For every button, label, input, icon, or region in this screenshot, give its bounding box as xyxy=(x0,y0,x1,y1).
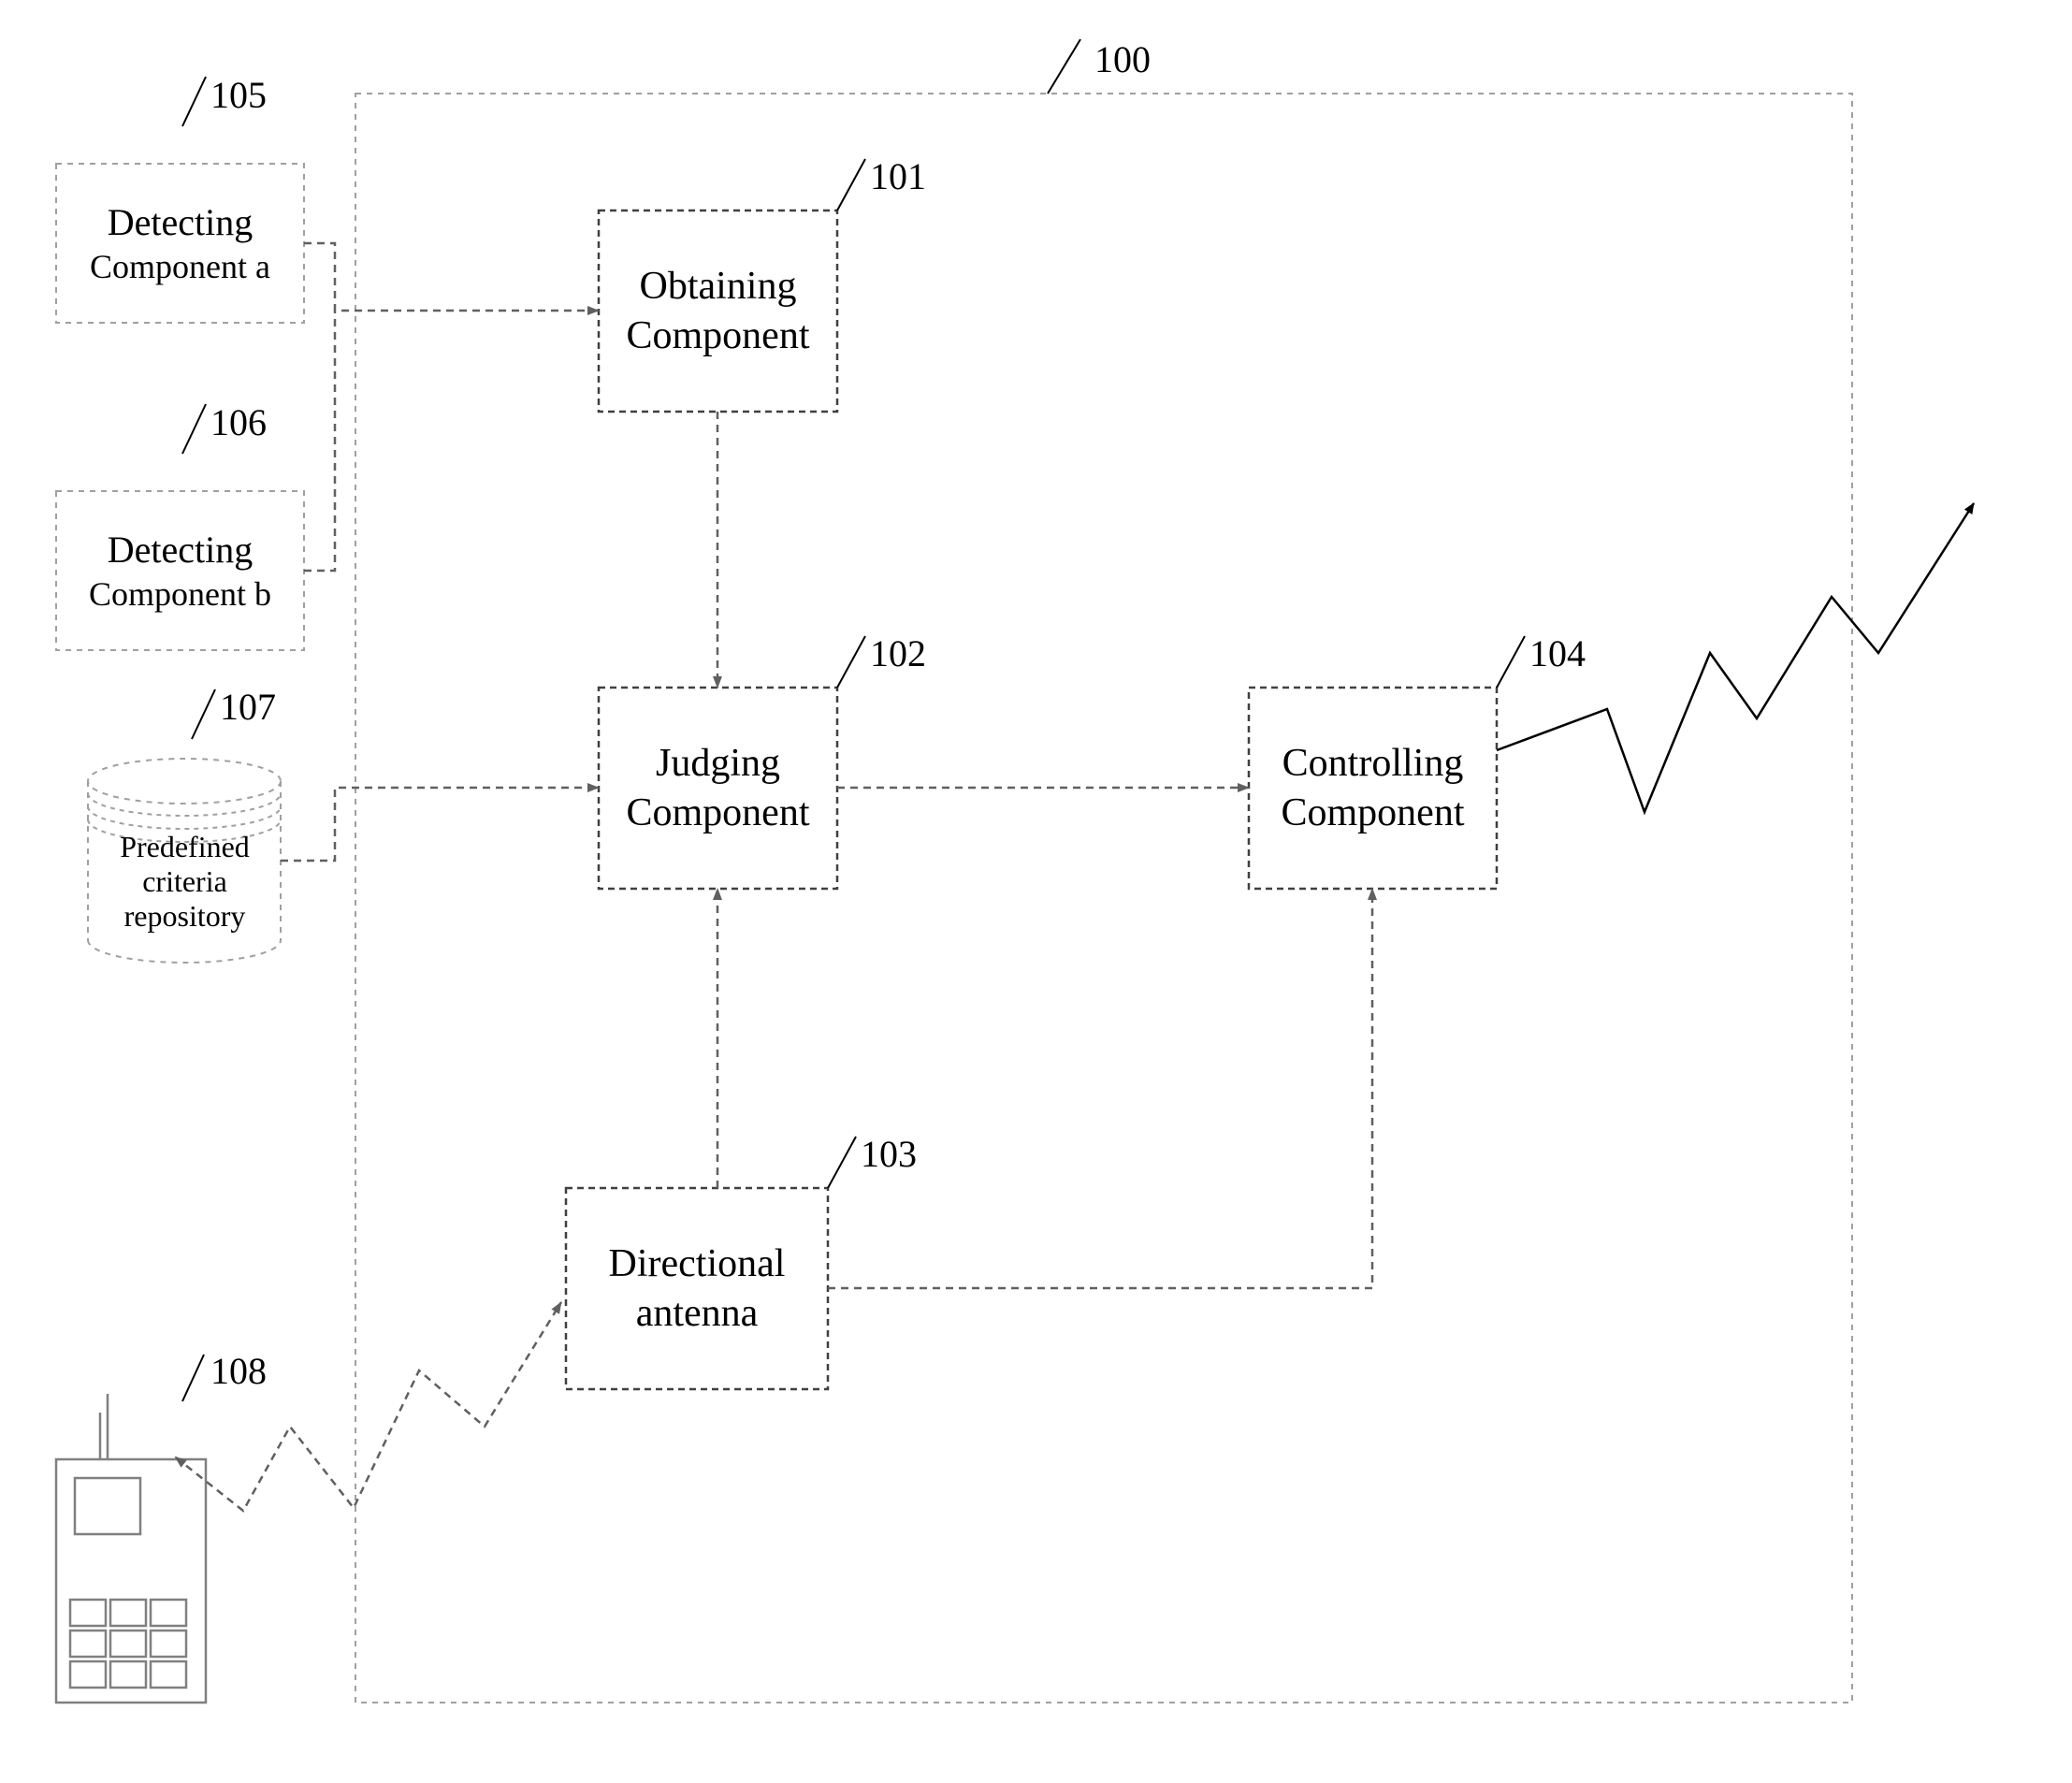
detect-b-line1: Detecting xyxy=(108,527,254,573)
edge-phone-antenna xyxy=(176,1302,561,1511)
controlling-line2: Component xyxy=(1282,789,1465,838)
obtaining-line1: Obtaining xyxy=(640,262,797,312)
obtaining-line2: Component xyxy=(627,312,810,361)
text-obtaining: Obtaining Component xyxy=(599,210,837,412)
container-100 xyxy=(355,94,1852,1703)
detect-a-line1: Detecting xyxy=(108,199,254,246)
ref-100: 100 xyxy=(1094,37,1151,81)
edge-antenna-controlling xyxy=(828,889,1372,1288)
ref-101: 101 xyxy=(870,154,926,198)
repo-line3: repository xyxy=(124,899,246,934)
repo-line1: Predefined xyxy=(120,830,250,864)
text-judging: Judging Component xyxy=(599,688,837,889)
text-antenna: Directional antenna xyxy=(566,1188,828,1389)
ref-108: 108 xyxy=(210,1349,267,1393)
text-detect-b: Detecting Component b xyxy=(56,491,304,650)
edge-detect-b-merge xyxy=(304,311,335,571)
ref-103: 103 xyxy=(861,1132,917,1176)
text-detect-a: Detecting Component a xyxy=(56,164,304,323)
antenna-line2: antenna xyxy=(636,1289,759,1339)
text-repo: Predefined criteria repository xyxy=(89,823,281,940)
text-controlling: Controlling Component xyxy=(1249,688,1497,889)
edge-detect-a-obtaining xyxy=(304,243,599,311)
antenna-line1: Directional xyxy=(609,1239,786,1289)
detect-b-line2: Component b xyxy=(89,573,271,616)
svg-overlay xyxy=(0,0,2072,1783)
judging-line2: Component xyxy=(627,789,810,838)
ref-104: 104 xyxy=(1529,631,1586,675)
diagram-canvas: Obtaining Component Judging Component Co… xyxy=(0,0,2072,1783)
controlling-line1: Controlling xyxy=(1282,739,1464,789)
repo-line2: criteria xyxy=(142,864,227,899)
ref-105: 105 xyxy=(210,73,267,117)
judging-line1: Judging xyxy=(656,739,780,789)
edge-repo-judging xyxy=(281,788,599,861)
ref-102: 102 xyxy=(870,631,926,675)
detect-a-line2: Component a xyxy=(90,246,270,288)
phone-icon xyxy=(56,1394,206,1703)
ref-107: 107 xyxy=(220,685,276,729)
ref-106: 106 xyxy=(210,400,267,444)
